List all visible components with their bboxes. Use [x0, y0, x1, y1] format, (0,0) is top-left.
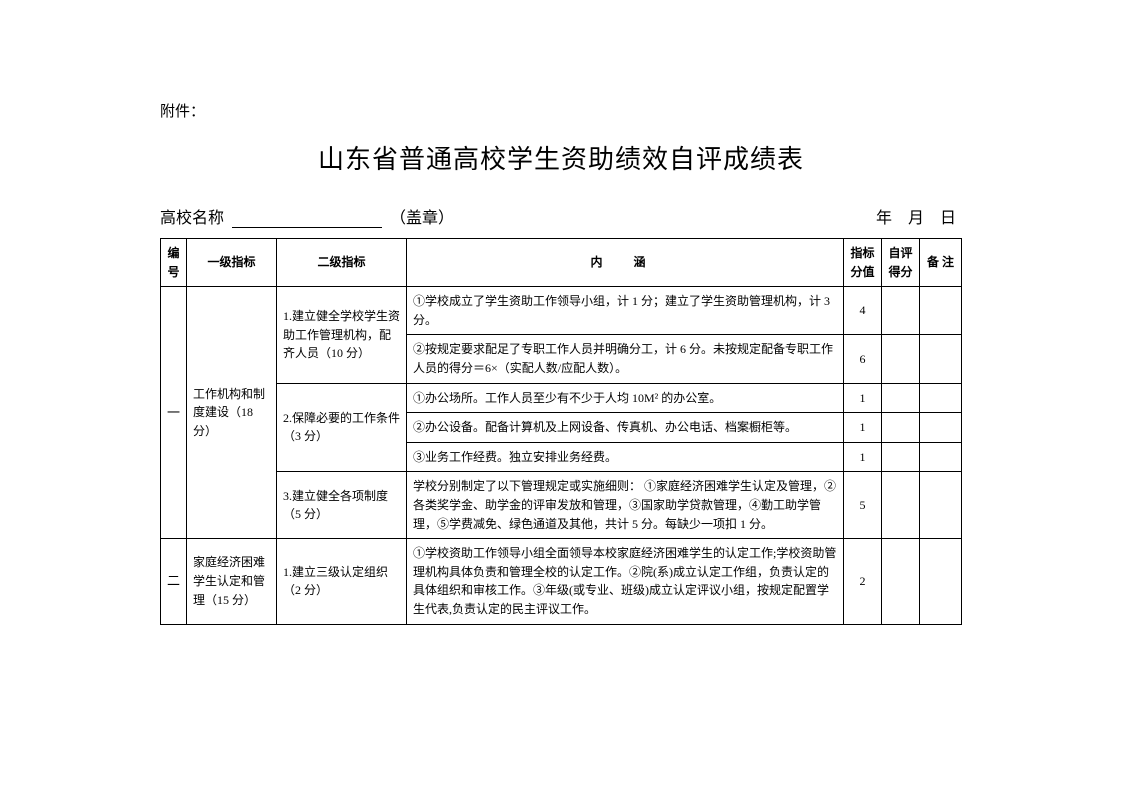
row-note [920, 472, 962, 539]
row-self [882, 335, 920, 383]
row-desc: ①学校资助工作领导小组全面领导本校家庭经济困难学生的认定工作;学校资助管理机构具… [407, 539, 844, 624]
row-self [882, 413, 920, 443]
col-num: 编号 [161, 239, 187, 287]
col-self: 自评得分 [882, 239, 920, 287]
school-name-blank [232, 227, 382, 228]
row-self [882, 383, 920, 413]
row-level2: 1.建立健全学校学生资助工作管理机构，配齐人员（10 分） [277, 287, 407, 383]
row-note [920, 383, 962, 413]
row-self [882, 539, 920, 624]
table-row: 2.保障必要的工作条件（3 分） ①办公场所。工作人员至少有不少于人均 10M²… [161, 383, 962, 413]
row-desc: ②按规定要求配足了专职工作人员并明确分工，计 6 分。未按规定配备专职工作人员的… [407, 335, 844, 383]
row-desc: ③业务工作经费。独立安排业务经费。 [407, 442, 844, 472]
row-score: 1 [844, 383, 882, 413]
row-num: 二 [161, 539, 187, 624]
table-row: 3.建立健全各项制度（5 分） 学校分别制定了以下管理规定或实施细则： ①家庭经… [161, 472, 962, 539]
row-self [882, 287, 920, 335]
row-note [920, 413, 962, 443]
col-note: 备 注 [920, 239, 962, 287]
row-score: 6 [844, 335, 882, 383]
row-desc: 学校分别制定了以下管理规定或实施细则： ①家庭经济困难学生认定及管理，②各类奖学… [407, 472, 844, 539]
row-score: 4 [844, 287, 882, 335]
row-note [920, 539, 962, 624]
document-page: 附件： 山东省普通高校学生资助绩效自评成绩表 高校名称 （盖章） 年 月 日 编… [0, 0, 1122, 793]
row-level2: 3.建立健全各项制度（5 分） [277, 472, 407, 539]
col-desc: 内 涵 [407, 239, 844, 287]
row-score: 2 [844, 539, 882, 624]
school-name-field: 高校名称 （盖章） [160, 204, 454, 228]
school-name-label: 高校名称 [160, 210, 224, 227]
table-row: 一 工作机构和制度建设（18 分） 1.建立健全学校学生资助工作管理机构，配齐人… [161, 287, 962, 335]
row-level2: 1.建立三级认定组织（2 分） [277, 539, 407, 624]
date-label: 年 月 日 [876, 204, 962, 228]
col-level1: 一级指标 [187, 239, 277, 287]
col-level2: 二级指标 [277, 239, 407, 287]
row-desc: ①学校成立了学生资助工作领导小组，计 1 分；建立了学生资助管理机构，计 3 分… [407, 287, 844, 335]
row-note [920, 335, 962, 383]
row-score: 5 [844, 472, 882, 539]
row-level2: 2.保障必要的工作条件（3 分） [277, 383, 407, 472]
evaluation-table: 编号 一级指标 二级指标 内 涵 指标分值 自评得分 备 注 一 工作机构和制度… [160, 238, 962, 625]
row-desc: ②办公设备。配备计算机及上网设备、传真机、办公电话、档案橱柜等。 [407, 413, 844, 443]
row-note [920, 442, 962, 472]
row-level1: 家庭经济困难学生认定和管理（15 分） [187, 539, 277, 624]
table-header-row: 编号 一级指标 二级指标 内 涵 指标分值 自评得分 备 注 [161, 239, 962, 287]
table-row: 二 家庭经济困难学生认定和管理（15 分） 1.建立三级认定组织（2 分） ①学… [161, 539, 962, 624]
page-title: 山东省普通高校学生资助绩效自评成绩表 [160, 139, 962, 176]
header-line: 高校名称 （盖章） 年 月 日 [160, 204, 962, 228]
col-score: 指标分值 [844, 239, 882, 287]
row-note [920, 287, 962, 335]
row-self [882, 442, 920, 472]
row-desc: ①办公场所。工作人员至少有不少于人均 10M² 的办公室。 [407, 383, 844, 413]
stamp-label: （盖章） [390, 210, 454, 227]
row-level1: 工作机构和制度建设（18 分） [187, 287, 277, 539]
row-self [882, 472, 920, 539]
attachment-label: 附件： [160, 100, 962, 121]
row-score: 1 [844, 413, 882, 443]
row-num: 一 [161, 287, 187, 539]
row-score: 1 [844, 442, 882, 472]
